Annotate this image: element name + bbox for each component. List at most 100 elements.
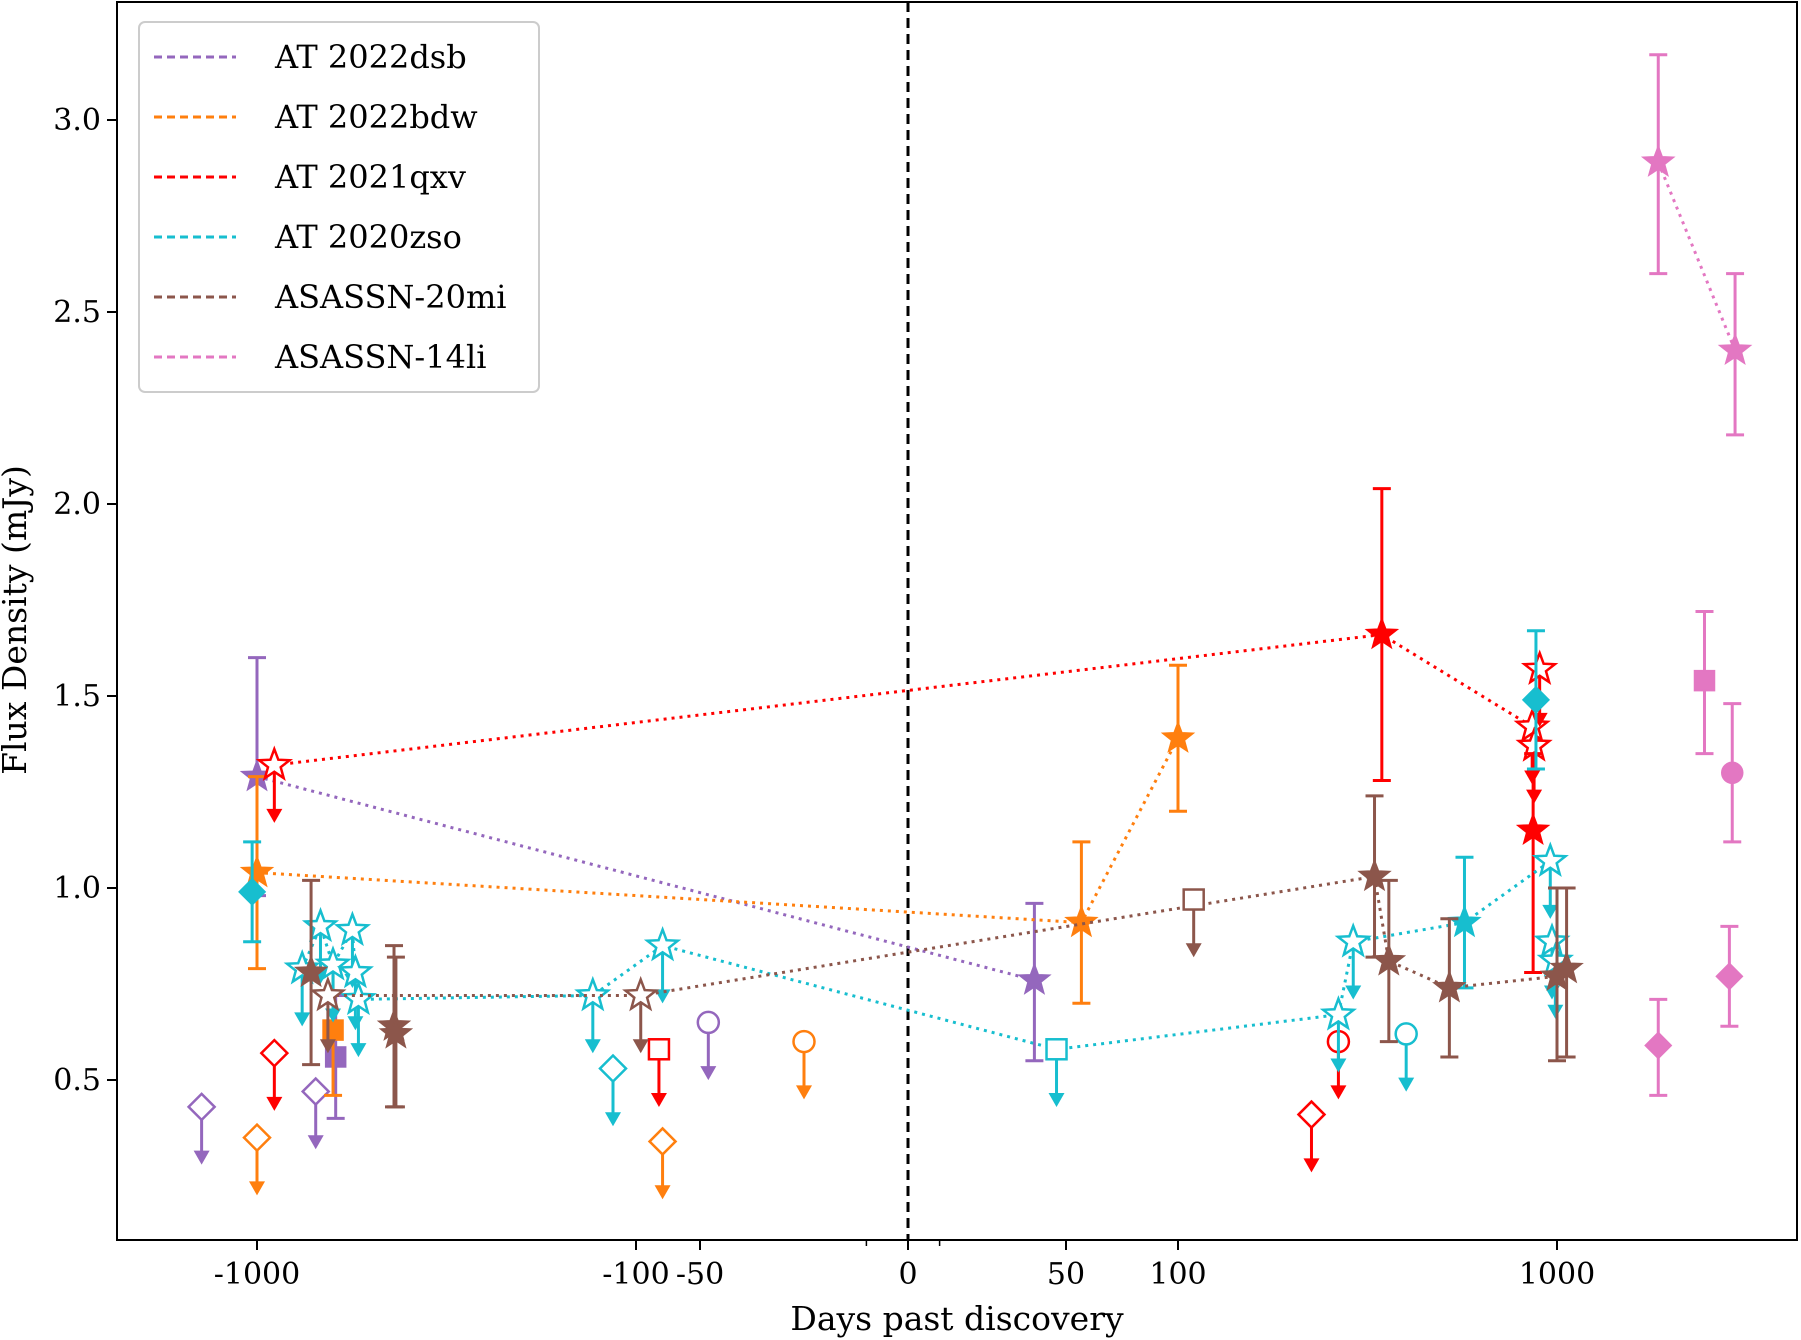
x-tick-label: -1000 [214,1257,300,1292]
series-asassn-20mi [293,794,1584,1109]
upper-limit-arrow [307,1135,324,1150]
y-tick-label: 3.0 [53,103,101,138]
upper-limit-arrow [249,1181,265,1196]
upper-limit-arrow [700,1066,717,1081]
legend: AT 2022dsb AT 2022bdw AT 2021qxv AT 2020zso… [138,21,540,393]
y-tick-label: 0.5 [53,1063,101,1098]
series-line-at-2022dsb [256,775,1035,982]
y-tick-label: 2.5 [53,295,101,330]
upper-limit-arrow [1547,1004,1564,1019]
axes-frame [116,1,1798,1241]
detection-asassn-14li-4 [1644,1031,1673,1060]
upper-limit-arrow [1330,1085,1347,1100]
upper-limit-arrow [193,1150,210,1165]
y-tick-label: 1.0 [53,871,101,906]
plot-area [186,2,1753,1240]
detection-at-2022bdw-3 [322,1019,344,1041]
detection-at-2020zso-2 [1521,685,1551,714]
upper-limit-at-2020zso-8 [643,926,682,962]
detection-asassn-14li-2 [1693,669,1716,692]
series-line-at-2021qxv [274,633,1533,767]
upper-limit-at-2020zso-9 [1045,1038,1068,1061]
detection-at-2022dsb-2 [324,1046,347,1068]
detection-asassn-14li-1 [1717,332,1753,366]
upper-limit-arrow [1542,904,1559,919]
upper-limit-at-2020zso-2 [314,945,352,981]
x-tick-label: 0 [898,1257,917,1292]
legend-label-asassn-14li: ASASSN-14li [274,338,486,376]
upper-limit-arrow [584,1039,601,1054]
detection-asassn-20mi-4 [1371,942,1407,976]
upper-limit-at-2021qxv-1 [259,1038,290,1068]
upper-limit-at-2020zso-3 [333,910,372,947]
upper-limit-at-2020zso-4 [336,952,374,989]
upper-limit-arrow [266,808,283,823]
upper-limit-at-2020zso-7 [598,1053,628,1084]
upper-limit-arrow [1330,1058,1347,1073]
detection-asassn-20mi-3 [1357,858,1392,892]
x-tick-label: -50 [676,1257,724,1292]
detection-at-2020zso-0 [238,877,267,906]
upper-limit-at-2020zso-13 [1531,841,1569,878]
detection-asassn-14li-5 [1715,962,1744,991]
y-axis: 0.5 1.0 1.5 2.0 2.5 3.0 [53,103,117,1098]
x-tick-label: 50 [1047,1257,1085,1292]
series-at-2022bdw [239,663,1196,1200]
upper-limit-at-2022bdw-0 [242,1122,272,1153]
upper-limit-arrow [266,1096,283,1111]
detection-asassn-20mi-0 [293,954,329,988]
upper-limit-arrow [1185,943,1202,958]
detection-asassn-14li-3 [1720,761,1744,785]
y-axis-label: Flux Density (mJy) [0,465,34,775]
series-at-2021qxv [255,487,1559,1173]
legend-label-at-2020zso: AT 2020zso [274,218,462,256]
legend-label-at-2022bdw: AT 2022bdw [274,98,478,136]
detection-at-2021qxv-1 [1515,812,1551,846]
legend-label-at-2021qxv: AT 2021qxv [274,158,466,196]
y-tick-label: 1.5 [53,679,101,714]
upper-limit-at-2021qxv-2 [647,1038,671,1061]
legend-label-asassn-20mi: ASASSN-20mi [274,278,507,316]
series-asassn-14li [1640,53,1753,1097]
upper-limit-arrow [1398,1077,1415,1092]
upper-limit-asassn-20mi-0 [309,975,347,1012]
upper-limit-at-2021qxv-0 [255,745,294,782]
upper-limit-arrow [632,1039,649,1054]
upper-limit-at-2020zso-12 [1394,1022,1418,1046]
upper-limit-arrow [294,1012,311,1027]
upper-limit-arrow [1345,985,1362,1000]
detection-at-2022bdw-0 [239,854,275,888]
detection-at-2022bdw-2 [1160,720,1196,753]
upper-limit-arrow [347,1016,364,1031]
upper-limit-asassn-20mi-2 [1182,888,1205,911]
upper-limit-arrow [654,1185,671,1200]
x-tick-label: 1000 [1519,1257,1595,1292]
upper-limit-arrow [319,1039,336,1054]
upper-limit-arrow [1048,1093,1065,1108]
series-line-asassn-20mi [327,874,1558,997]
x-tick-label: -100 [602,1257,669,1292]
upper-limit-at-2020zso-10 [1319,995,1357,1031]
detection-asassn-20mi-5 [1432,969,1467,1003]
x-axis-label: Days past discovery [790,1299,1124,1338]
series-line-at-2022bdw [256,737,1180,925]
upper-limit-at-2020zso-14 [1533,922,1571,958]
upper-limit-arrow [650,1093,667,1108]
upper-limit-at-2022dsb-0 [186,1092,217,1122]
upper-limit-at-2020zso-11 [1334,922,1372,958]
upper-limit-at-2022dsb-1 [300,1076,331,1107]
series-at-2022dsb [186,656,1052,1165]
upper-limit-at-2022dsb-2 [696,1010,721,1035]
detection-at-2022dsb-1 [1017,962,1052,995]
upper-limit-arrow [796,1085,812,1100]
upper-limit-asassn-20mi-1 [622,975,660,1012]
x-axis: -1000 -100 -50 0 50 100 1000 [214,1240,1595,1292]
upper-limit-at-2021qxv-7 [1520,649,1559,686]
legend-label-at-2022dsb: AT 2022dsb [274,38,467,76]
y-tick-label: 2.0 [53,487,101,522]
detection-at-2021qxv-0 [1364,616,1400,650]
upper-limit-arrow [1303,1158,1320,1173]
detection-asassn-20mi-7 [1549,950,1584,984]
x-tick-label: 100 [1149,1257,1206,1292]
